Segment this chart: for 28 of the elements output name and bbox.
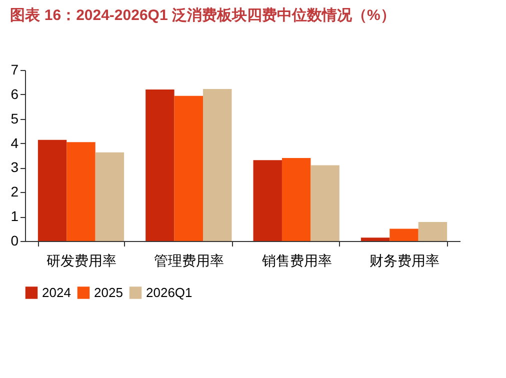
x-tick-label: 销售费用率 bbox=[260, 252, 332, 268]
y-tick-label: 2 bbox=[10, 184, 19, 200]
y-tick-label: 3 bbox=[10, 159, 19, 176]
y-tick-label: 4 bbox=[10, 134, 19, 151]
bar bbox=[146, 90, 174, 241]
legend-label: 2024 bbox=[42, 284, 71, 300]
bar bbox=[203, 89, 232, 241]
x-tick-label: 研发费用率 bbox=[46, 252, 116, 268]
x-tick-label: 管理费用率 bbox=[154, 252, 224, 268]
bar bbox=[174, 96, 204, 241]
bar bbox=[66, 142, 96, 241]
y-tick-label: 7 bbox=[10, 62, 19, 78]
bar bbox=[282, 158, 311, 241]
bar bbox=[360, 238, 390, 241]
bar bbox=[253, 160, 282, 241]
x-tick-label: 财务费用率 bbox=[370, 252, 440, 268]
y-tick-label: 0 bbox=[10, 232, 19, 248]
bar bbox=[95, 152, 124, 241]
legend-label: 2026Q1 bbox=[146, 284, 192, 300]
legend-label: 2025 bbox=[94, 284, 123, 300]
bar bbox=[38, 140, 67, 241]
bar bbox=[418, 222, 448, 241]
y-tick-label: 5 bbox=[10, 110, 19, 126]
bar bbox=[390, 228, 418, 241]
y-tick-label: 6 bbox=[10, 86, 19, 102]
chart-title: 图表 16：2024-2026Q1 泛消费板块四费中位数情况（%） bbox=[10, 7, 396, 24]
bar bbox=[310, 165, 340, 241]
y-tick-label: 1 bbox=[10, 208, 19, 224]
